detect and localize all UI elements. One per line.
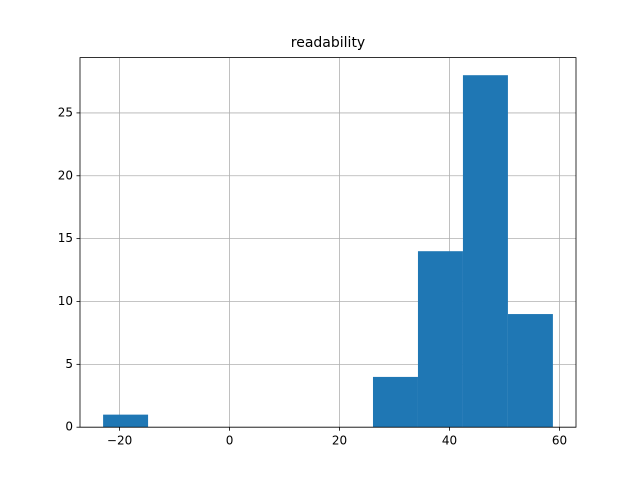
x-tick-label: −20 xyxy=(107,434,132,448)
bar xyxy=(462,75,508,428)
x-tick-label: 20 xyxy=(332,434,347,448)
bar xyxy=(417,251,463,428)
y-tick-label: 20 xyxy=(58,168,73,182)
y-tick-label: 0 xyxy=(65,420,73,434)
bar xyxy=(372,376,418,428)
y-tick-label: 5 xyxy=(65,357,73,371)
chart-title: readability xyxy=(291,35,365,51)
bar xyxy=(507,314,553,428)
x-tick-label: 40 xyxy=(442,434,457,448)
plot-frame xyxy=(79,57,577,428)
y-tick-label: 25 xyxy=(58,105,73,119)
y-tick-label: 10 xyxy=(58,294,73,308)
x-tick-label: 60 xyxy=(552,434,567,448)
bar xyxy=(103,414,149,428)
x-tick-label: 0 xyxy=(226,434,234,448)
y-tick-label: 15 xyxy=(58,231,73,245)
